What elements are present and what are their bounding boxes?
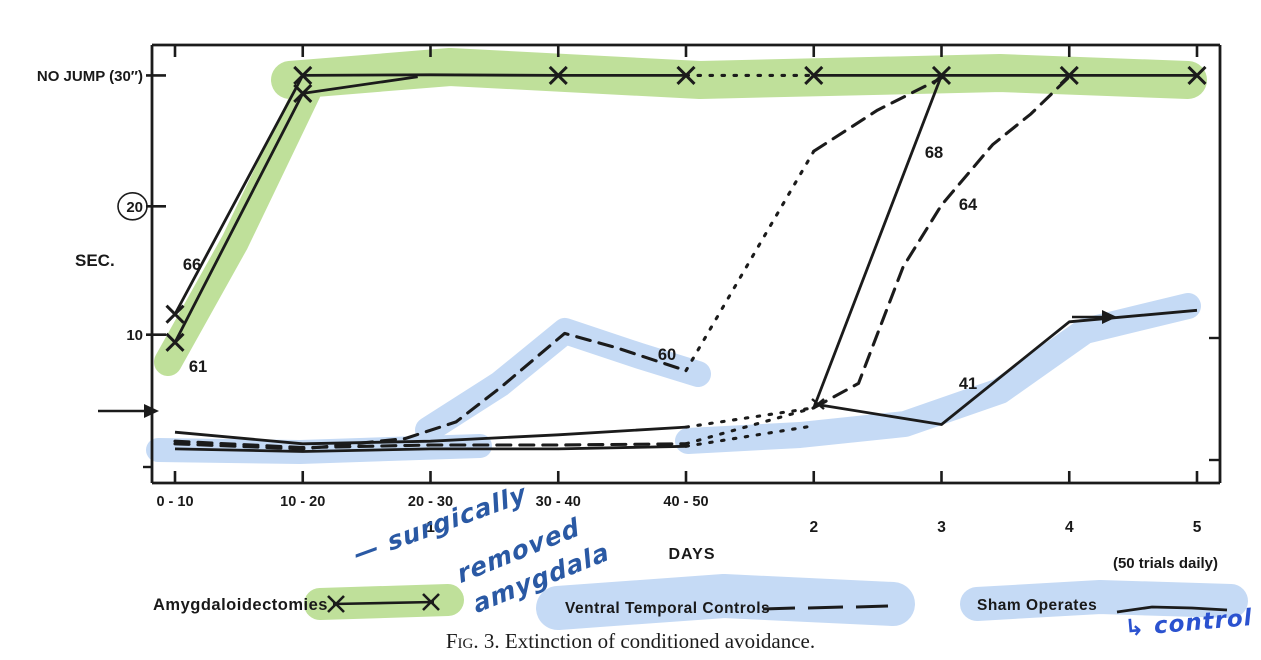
series-41-dotted-segment	[684, 424, 816, 448]
x-tick-label-day: 5	[1193, 519, 1202, 536]
x-tick-label-block: 30 - 40	[536, 494, 581, 510]
blue-highlighter-stroke	[675, 293, 1201, 454]
series-64-dashed-segment	[173, 439, 688, 450]
data-curves	[165, 65, 1207, 453]
series-41-solid-segment	[174, 444, 687, 453]
x-tick-label-day: 2	[809, 519, 818, 536]
series-60-dashed-segment	[812, 76, 944, 153]
series-64-dotted-segment	[684, 406, 816, 446]
x-marker	[804, 65, 824, 86]
series-60-dotted-segment	[684, 149, 816, 373]
blue-highlighter-stroke	[536, 574, 915, 630]
axis-ticks-and-labels: 0 - 10 10 - 20 20 - 30 30 - 40 40 - 50 1 2 3 4 5 N…	[37, 45, 1220, 536]
x-axis-title: DAYS	[669, 546, 716, 563]
x-tick-label-day: 3	[937, 519, 946, 536]
series-label-61: 61	[189, 358, 207, 376]
series-68-dotted-segment	[684, 406, 816, 429]
x-tick-label-day: 1	[426, 519, 435, 536]
y-axis-unit-label: SEC.	[75, 251, 115, 270]
x-tick-label-block: 40 - 50	[663, 494, 708, 510]
blue-highlighter-stroke	[960, 580, 1248, 621]
series-label-66: 66	[183, 256, 201, 274]
figure-caption-text: Extinction of conditioned avoidance.	[499, 629, 816, 653]
legend-sample-amygdaloidectomies	[327, 593, 440, 613]
criterion-arrow-head	[144, 404, 159, 418]
legend-label-amygdaloidectomies: Amygdaloidectomies	[153, 596, 328, 614]
blue-highlighter-stroke	[415, 318, 711, 443]
x-marker	[293, 65, 313, 86]
green-highlighter-stroke	[154, 78, 321, 376]
figure-caption-prefix: Fig. 3.	[445, 629, 500, 653]
x-tick-label-block: 10 - 20	[280, 494, 325, 510]
series-label-64: 64	[959, 196, 978, 214]
series-number-labels: 66 61 60 64 68 41	[183, 144, 978, 393]
series-68-solid-segment	[812, 74, 943, 409]
series-66-solid-segment	[173, 73, 686, 315]
circled-tick-annotation	[117, 192, 148, 221]
trials-daily-note: (50 trials daily)	[1113, 555, 1218, 572]
printed-annotations	[98, 310, 1117, 418]
legend: Amygdaloidectomies Ventral Temporal Cont…	[153, 593, 1228, 617]
series-64-dashed-segment	[812, 75, 1071, 410]
legend-sample-ventral-temporal-controls	[762, 604, 889, 611]
x-marker	[1187, 65, 1207, 86]
x-tick-label-block: 0 - 10	[156, 494, 193, 510]
series-41-solid-segment	[813, 308, 1198, 426]
day2-junction-cross	[811, 398, 825, 410]
x-tick-label-day: 4	[1065, 519, 1074, 536]
curve-41-direction-arrow-head	[1102, 310, 1117, 324]
series-label-60: 60	[658, 346, 676, 364]
y-tick-label: NO JUMP (30″)	[37, 68, 143, 85]
series-label-41: 41	[959, 375, 977, 393]
x-marker	[165, 304, 185, 324]
y-tick-label: 10	[126, 327, 143, 344]
legend-label-ventral-temporal-controls: Ventral Temporal Controls	[565, 600, 770, 617]
x-marker	[548, 65, 568, 86]
x-marker	[165, 332, 185, 352]
legend-label-sham-operates: Sham Operates	[977, 597, 1097, 614]
x-marker	[676, 65, 696, 86]
series-label-68: 68	[925, 144, 943, 162]
legend-sample-sham-operates	[1116, 605, 1228, 614]
series-68-solid-segment	[174, 425, 687, 446]
x-marker	[293, 83, 313, 103]
figure-caption: Fig. 3. Extinction of conditioned avoida…	[0, 629, 1261, 654]
x-tick-label-block: 20 - 30	[408, 494, 453, 510]
y-tick-label: 20	[126, 199, 143, 216]
